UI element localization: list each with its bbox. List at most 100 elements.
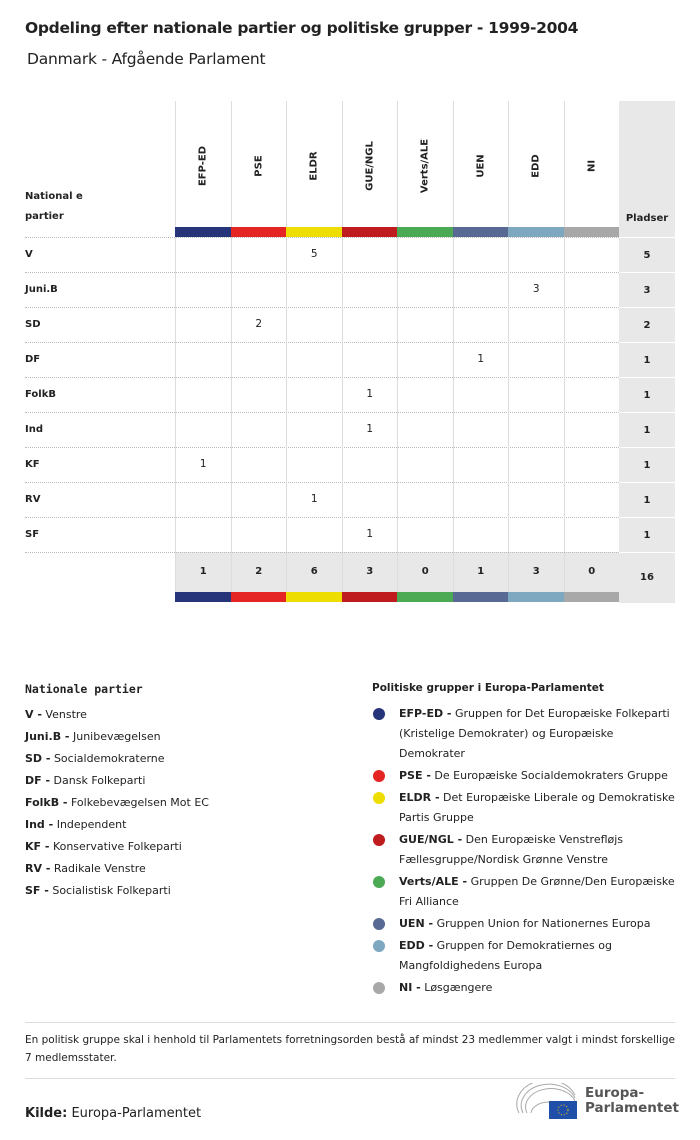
party-abbr: SF - — [25, 884, 49, 897]
row-seats: 2 — [619, 307, 675, 342]
group-color-bar — [563, 227, 619, 237]
table-cell — [452, 517, 509, 552]
group-color-dot-icon — [373, 982, 385, 994]
source-label: Kilde: — [25, 1106, 68, 1121]
table-cell — [286, 342, 342, 377]
party-abbr: SD - — [25, 752, 51, 765]
group-name: Gruppen De Grønne/Den Europæiske Fri All… — [399, 875, 675, 908]
column-header: UEN — [452, 101, 509, 227]
table-cell — [230, 517, 287, 552]
page-title: Opdeling efter nationale partier og poli… — [25, 19, 579, 37]
group-color-bar — [286, 592, 342, 602]
table-cell — [508, 447, 564, 482]
group-color-dot-icon — [373, 834, 385, 846]
table-cell — [397, 482, 453, 517]
group-total: 3 — [508, 552, 564, 592]
group-total: 3 — [341, 552, 397, 592]
footnote: En politisk gruppe skal i henhold til Pa… — [25, 1022, 675, 1079]
party-label: Ind — [25, 424, 43, 435]
party-label: SD — [25, 319, 41, 330]
row-divider — [25, 517, 619, 518]
party-name: Venstre — [45, 708, 87, 721]
column-header: GUE/NGL — [341, 101, 398, 227]
group-color-bar — [563, 592, 619, 602]
group-abbr: PSE - — [399, 769, 431, 782]
table-cell — [452, 447, 509, 482]
party-label: KF — [25, 459, 40, 470]
party-name: Socialdemokraterne — [53, 752, 165, 765]
group-total: 1 — [175, 552, 231, 592]
table-cell — [230, 237, 287, 272]
group-color-dot-icon — [373, 770, 385, 782]
column-header: Verts/ALE — [397, 101, 453, 227]
row-divider — [25, 412, 619, 413]
group-abbr: ELDR - — [399, 791, 440, 804]
group-color-dot-icon — [373, 918, 385, 930]
table-cell — [452, 237, 509, 272]
row-seats: 1 — [619, 517, 675, 552]
logo-line1: Europa- — [585, 1085, 645, 1101]
party-legend: Nationale partier V - Venstre Juni.B - Ju… — [25, 678, 209, 902]
table-cell — [175, 517, 231, 552]
group-legend-item: NI - Løsgængere — [372, 978, 677, 998]
table-cell — [286, 377, 342, 412]
table-cell: 5 — [286, 237, 342, 272]
table-cell — [563, 237, 620, 272]
group-color-bar — [230, 592, 286, 602]
row-seats: 3 — [619, 272, 675, 307]
table-cell — [563, 412, 620, 447]
group-abbr: Verts/ALE - — [399, 875, 468, 888]
party-abbr: FolkB - — [25, 796, 68, 809]
table-cell: 1 — [175, 447, 231, 482]
table-cell — [397, 517, 453, 552]
table-cell — [397, 342, 453, 377]
table-cell: 1 — [286, 482, 342, 517]
table-cell — [452, 307, 509, 342]
party-legend-item: SD - Socialdemokraterne — [25, 748, 209, 770]
table-cell — [508, 342, 564, 377]
group-color-dot-icon — [373, 792, 385, 804]
group-color-bar — [397, 592, 453, 602]
party-abbr: KF - — [25, 840, 50, 853]
column-header: EFP-ED — [175, 101, 231, 227]
group-legend-item: EFP-ED - Gruppen for Det Europæiske Folk… — [372, 704, 677, 764]
table-cell — [563, 447, 620, 482]
party-abbr: V - — [25, 708, 42, 721]
group-legend-item: EDD - Gruppen for Demokratiernes og Mang… — [372, 936, 677, 976]
party-name: Radikale Venstre — [53, 862, 146, 875]
party-label: RV — [25, 494, 41, 505]
party-legend-item: KF - Konservative Folkeparti — [25, 836, 209, 858]
table-cell — [230, 447, 287, 482]
group-color-dot-icon — [373, 876, 385, 888]
party-legend-item: DF - Dansk Folkeparti — [25, 770, 209, 792]
group-color-dot-icon — [373, 940, 385, 952]
party-legend-item: Juni.B - Junibevægelsen — [25, 726, 209, 748]
group-color-bar — [175, 227, 231, 237]
row-seats: 1 — [619, 482, 675, 517]
group-color-bar — [341, 592, 397, 602]
group-total: 1 — [452, 552, 508, 592]
group-legend-item: UEN - Gruppen Union for Nationernes Euro… — [372, 914, 677, 934]
party-legend-item: RV - Radikale Venstre — [25, 858, 209, 880]
table-cell — [563, 377, 620, 412]
table-cell — [563, 272, 620, 307]
table-cell — [508, 377, 564, 412]
group-name: Gruppen for Demokratiernes og Mangfoldig… — [399, 939, 612, 972]
table-cell: 2 — [230, 307, 287, 342]
row-divider — [25, 482, 619, 483]
table-cell — [397, 237, 453, 272]
group-abbr: EFP-ED - — [399, 707, 452, 720]
group-abbr: NI - — [399, 981, 421, 994]
party-name: Dansk Folkeparti — [53, 774, 146, 787]
group-color-bar — [341, 227, 397, 237]
table-cell — [452, 482, 509, 517]
source: Kilde: Europa-Parlamentet — [25, 1106, 201, 1121]
group-color-bar — [508, 592, 564, 602]
table-cell — [286, 272, 342, 307]
group-legend-item: PSE - De Europæiske Socialdemokraters Gr… — [372, 766, 677, 786]
group-name: Den Europæiske Venstrefløjs Fællesgruppe… — [399, 833, 624, 866]
party-legend-item: Ind - Independent — [25, 814, 209, 836]
party-label: Juni.B — [25, 284, 58, 295]
table-cell — [508, 307, 564, 342]
group-code: NI — [586, 159, 598, 173]
